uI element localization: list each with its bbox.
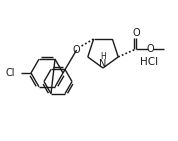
Text: N: N <box>99 59 107 69</box>
Text: O: O <box>146 44 154 54</box>
Text: HCl: HCl <box>140 57 158 67</box>
Text: O: O <box>73 45 80 55</box>
Text: O: O <box>132 28 140 38</box>
Text: Cl: Cl <box>6 68 15 78</box>
Text: H: H <box>100 52 106 61</box>
